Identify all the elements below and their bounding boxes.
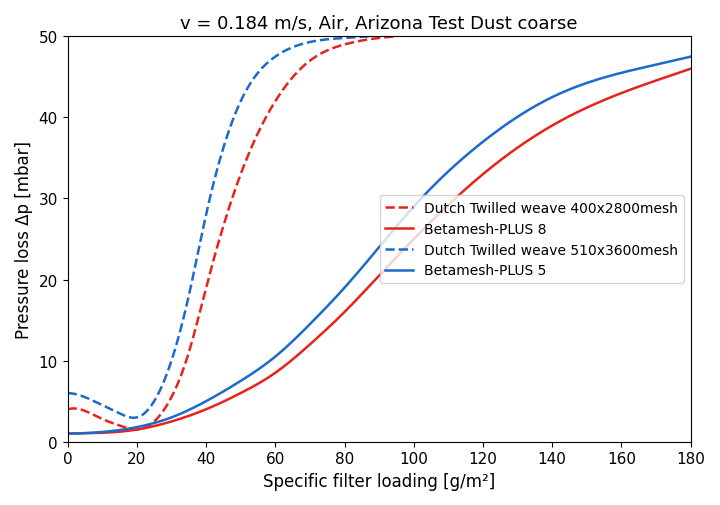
Legend: Dutch Twilled weave 400x2800mesh, Betamesh-PLUS 8, Dutch Twilled weave 510x3600m: Dutch Twilled weave 400x2800mesh, Betame… [379,195,683,283]
X-axis label: Specific filter loading [g/m²]: Specific filter loading [g/m²] [263,472,495,490]
Y-axis label: Pressure loss Δp [mbar]: Pressure loss Δp [mbar] [15,141,33,338]
Title: v = 0.184 m/s, Air, Arizona Test Dust coarse: v = 0.184 m/s, Air, Arizona Test Dust co… [180,15,578,33]
